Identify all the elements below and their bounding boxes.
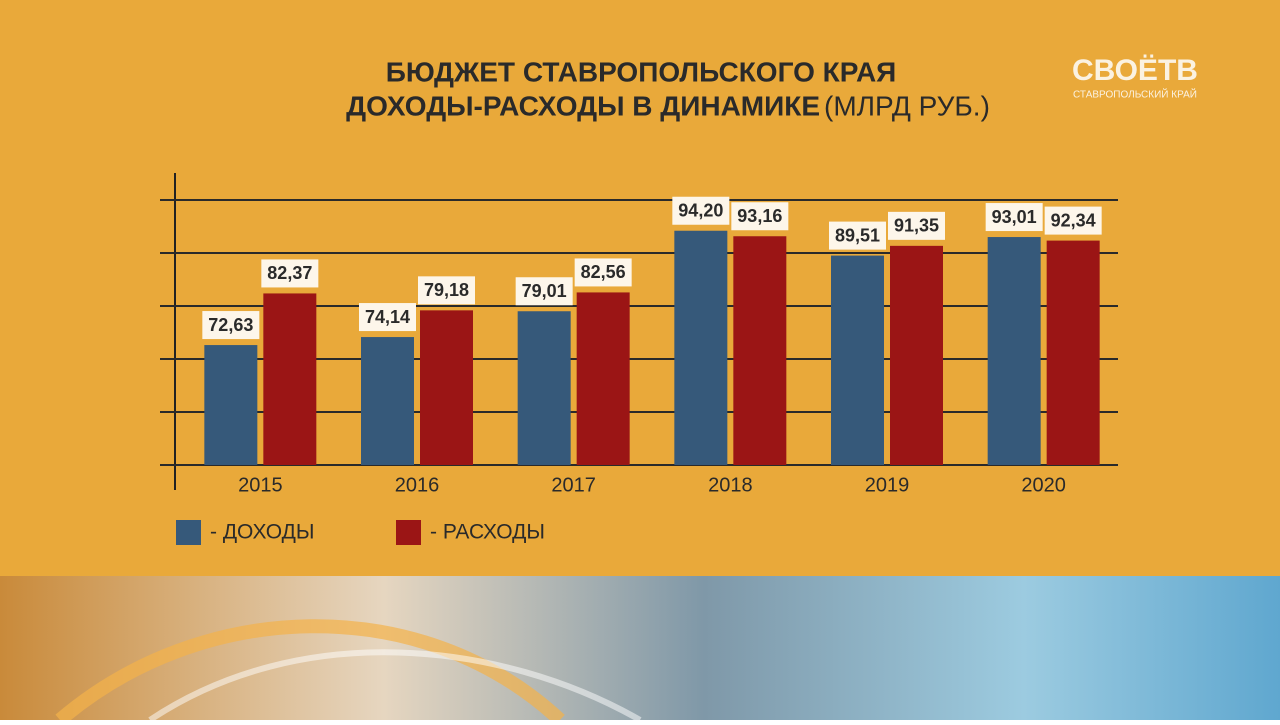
value-label: 79,18 (424, 280, 469, 300)
value-label: 93,01 (992, 207, 1037, 227)
logo-region: СТАВРОПОЛЬСКИЙ КРАЙ (1073, 88, 1197, 101)
value-label-box (672, 196, 730, 225)
x-tick-label: 2020 (1021, 474, 1066, 496)
value-label: 94,20 (678, 200, 723, 220)
chart-title: БЮДЖЕТ СТАВРОПОЛЬСКОГО КРАЯ (386, 56, 897, 87)
value-label: 91,35 (894, 216, 939, 236)
bar (733, 236, 787, 465)
legend-swatch (176, 520, 201, 545)
value-label-box (888, 211, 945, 240)
decorative-strip (0, 576, 1280, 720)
value-label-box (418, 276, 475, 305)
value-label: 82,37 (267, 263, 312, 283)
value-label: 93,16 (737, 206, 782, 226)
bar (204, 345, 258, 465)
legend-label: - РАСХОДЫ (430, 521, 545, 544)
bar (674, 230, 728, 465)
value-label: 89,51 (835, 225, 880, 245)
x-tick-label: 2019 (865, 474, 910, 496)
value-label-box (515, 277, 573, 306)
value-label-box (202, 311, 260, 340)
value-label-box (359, 303, 416, 332)
value-label-box (261, 259, 319, 288)
decor-arc (55, 619, 565, 725)
bar (263, 293, 317, 465)
value-label: 74,14 (365, 307, 410, 327)
chart-subtitle: ДОХОДЫ-РАСХОДЫ В ДИНАМИКЕ (346, 90, 820, 121)
bar (831, 255, 884, 465)
decor-arc (148, 649, 642, 723)
x-tick-label: 2016 (395, 474, 440, 496)
bar (576, 292, 630, 465)
bar (517, 311, 571, 465)
units: (МЛРД РУБ.) (824, 90, 990, 121)
x-tick-label: 2017 (551, 474, 596, 496)
bar (890, 245, 943, 465)
value-label: 92,34 (1051, 210, 1096, 230)
legend-label: - ДОХОДЫ (210, 521, 314, 544)
bar (420, 310, 473, 465)
x-tick-label: 2018 (708, 474, 753, 496)
value-label-box (829, 221, 886, 250)
logo-brand: СВОЁТВ (1072, 54, 1198, 87)
value-label-box (985, 203, 1043, 232)
value-label: 82,56 (581, 262, 626, 282)
bar (361, 337, 414, 465)
bar (1046, 240, 1100, 465)
value-label: 79,01 (522, 281, 567, 301)
value-label-box (574, 258, 632, 287)
value-label-box (1044, 206, 1102, 235)
legend-swatch (396, 520, 421, 545)
value-label-box (731, 202, 789, 231)
value-label: 72,63 (208, 315, 253, 335)
bar (987, 237, 1041, 465)
x-tick-label: 2015 (238, 474, 283, 496)
